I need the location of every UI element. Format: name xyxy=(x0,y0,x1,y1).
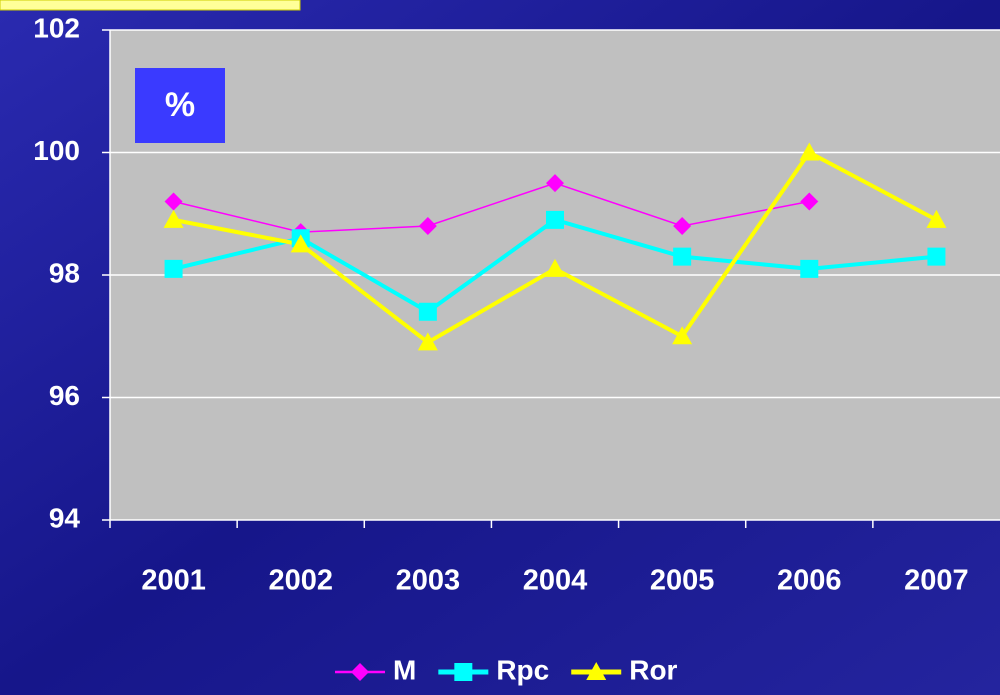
data-point xyxy=(673,247,692,266)
data-point xyxy=(164,192,183,211)
data-point xyxy=(800,259,819,278)
data-point xyxy=(290,234,311,253)
data-point xyxy=(545,258,565,277)
data-point xyxy=(672,326,693,345)
series-line xyxy=(173,182,810,233)
annotation-box xyxy=(135,68,225,143)
y-tick-label: 98 xyxy=(49,257,80,288)
data-point xyxy=(163,209,184,228)
data-point xyxy=(673,217,692,235)
decoration xyxy=(0,0,301,11)
y-tick-label: 94 xyxy=(49,502,81,533)
annotation: % xyxy=(165,86,195,124)
data-point xyxy=(418,217,437,235)
data-point xyxy=(418,302,437,321)
legend-marker xyxy=(586,662,607,680)
legend-label: Ror xyxy=(629,654,677,685)
x-tick-label: 2007 xyxy=(904,565,969,597)
x-tick-label: 2003 xyxy=(396,565,461,597)
data-point xyxy=(417,332,438,351)
y-tick-label: 102 xyxy=(33,12,80,43)
data-point xyxy=(799,142,820,161)
data-point xyxy=(926,209,947,228)
data-point xyxy=(546,174,564,193)
x-tick-label: 2006 xyxy=(777,565,842,597)
legend-label: M xyxy=(393,654,416,685)
x-tick-label: 2002 xyxy=(268,565,333,597)
data-point xyxy=(164,259,183,278)
data-point xyxy=(800,192,819,211)
x-tick-label: 2004 xyxy=(523,565,588,597)
data-point xyxy=(546,210,564,229)
legend-marker xyxy=(454,663,473,681)
x-tick-label: 2001 xyxy=(141,565,206,597)
legend-marker xyxy=(351,663,369,681)
x-tick-label: 2005 xyxy=(650,565,715,597)
y-tick-label: 100 xyxy=(33,135,80,166)
y-tick-label: 96 xyxy=(49,380,80,411)
data-point xyxy=(927,247,946,266)
legend-label: Rpc xyxy=(496,654,549,685)
